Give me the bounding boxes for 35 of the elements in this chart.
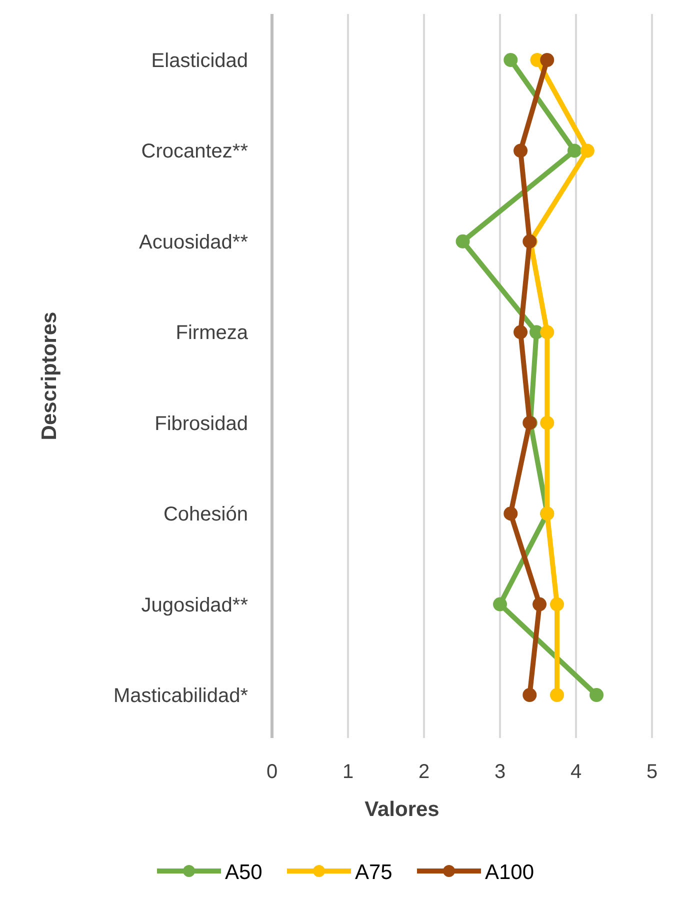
x-tick-label: 5	[646, 761, 658, 783]
point	[550, 688, 564, 702]
x-tick-label: 0	[266, 761, 278, 783]
point	[514, 325, 528, 340]
point	[540, 325, 554, 340]
point	[550, 597, 564, 612]
x-tick-label: 2	[418, 761, 430, 783]
y-tick-label: Jugosidad**	[141, 594, 248, 616]
legend-label: A100	[485, 861, 534, 884]
legend-label: A50	[225, 861, 262, 884]
point	[493, 597, 507, 612]
point	[532, 597, 547, 612]
x-axis-title: Valores	[364, 798, 440, 821]
point	[504, 506, 518, 521]
y-tick-label: Acuosidad**	[139, 231, 248, 254]
point	[590, 688, 604, 702]
x-tick-label: 3	[494, 761, 506, 783]
point	[522, 688, 537, 702]
point	[514, 144, 528, 158]
x-tick-label: 4	[570, 761, 582, 783]
point	[504, 53, 518, 67]
point	[540, 53, 554, 67]
y-tick-label: Firmeza	[176, 322, 249, 344]
point	[567, 144, 582, 158]
y-tick-label: Cohesión	[163, 504, 248, 526]
y-tick-label: Elasticidad	[151, 50, 248, 72]
y-tick-label: Masticabilidad*	[113, 685, 248, 707]
point	[580, 144, 594, 158]
point	[456, 234, 470, 248]
y-axis-title: Descriptores	[38, 312, 61, 440]
x-tick-label: 1	[342, 761, 354, 783]
y-tick-label: Crocantez**	[141, 140, 248, 163]
point	[540, 416, 554, 430]
y-tick-label: Fibrosidad	[154, 412, 248, 435]
legend-label: A75	[355, 861, 392, 884]
